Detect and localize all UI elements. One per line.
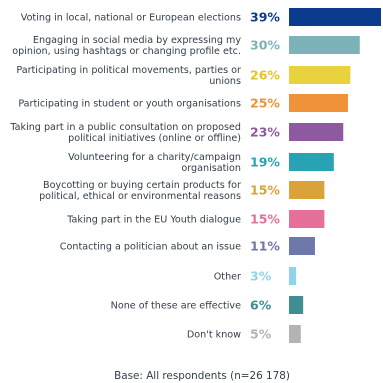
value-label: 39% xyxy=(250,10,280,25)
category-label-line: Taking part in the EU Youth dialogue xyxy=(66,215,241,226)
category-label: None of these are effective xyxy=(111,301,241,312)
value-label: 30% xyxy=(250,38,280,53)
category-label: Voting in local, national or European el… xyxy=(21,13,241,24)
chart-rows: Voting in local, national or European el… xyxy=(9,8,381,343)
category-label: Contacting a politician about an issue xyxy=(60,242,241,253)
value-label: 23% xyxy=(250,125,280,140)
bar xyxy=(289,153,334,171)
value-label: 26% xyxy=(250,68,280,83)
bar xyxy=(289,267,297,285)
bar xyxy=(289,296,304,314)
bar xyxy=(289,210,325,228)
bar xyxy=(289,123,344,141)
category-label: Other xyxy=(214,272,241,283)
category-label-line: Contacting a politician about an issue xyxy=(60,242,241,253)
category-label-line: Volunteering for a charity/campaign xyxy=(68,152,241,163)
value-label: 15% xyxy=(250,183,280,198)
base-footnote: Base: All respondents (n=26 178) xyxy=(114,370,290,382)
category-label: Boycotting or buying certain products fo… xyxy=(39,180,241,202)
bar xyxy=(289,36,360,54)
bar xyxy=(289,325,301,343)
category-label-line: Boycotting or buying certain products fo… xyxy=(43,180,241,191)
category-label: Engaging in social media by expressing m… xyxy=(12,35,241,57)
category-label-line: political, ethical or environmental reas… xyxy=(39,191,241,202)
category-label: Don't know xyxy=(187,330,241,341)
category-label-line: organisation xyxy=(181,163,241,174)
category-label: Participating in political movements, pa… xyxy=(16,65,241,87)
category-label-line: Other xyxy=(214,272,241,283)
value-label: 6% xyxy=(250,298,272,313)
category-label: Taking part in the EU Youth dialogue xyxy=(66,215,241,226)
value-label: 3% xyxy=(250,269,272,284)
bar xyxy=(289,237,315,255)
category-label: Participating in student or youth organi… xyxy=(18,99,241,110)
category-label-line: opinion, using hashtags or changing prof… xyxy=(12,46,241,57)
category-label: Volunteering for a charity/campaign organ… xyxy=(68,152,241,174)
category-label: Taking part in a public consultation on … xyxy=(9,122,241,144)
bar xyxy=(289,66,351,84)
value-label: 11% xyxy=(250,239,280,254)
bar xyxy=(289,94,348,112)
category-label-line: unions xyxy=(209,76,241,87)
category-label-line: Participating in student or youth organi… xyxy=(18,99,241,110)
category-label-line: Participating in political movements, pa… xyxy=(16,65,241,76)
category-label-line: Engaging in social media by expressing m… xyxy=(33,35,241,46)
category-label-line: political initiatives (online or offline… xyxy=(68,133,241,144)
category-label-line: Don't know xyxy=(187,330,241,341)
value-label: 25% xyxy=(250,96,280,111)
category-label-line: Taking part in a public consultation on … xyxy=(9,122,241,133)
bar xyxy=(289,181,325,199)
value-label: 19% xyxy=(250,155,280,170)
bar xyxy=(289,8,381,26)
category-label-line: Voting in local, national or European el… xyxy=(21,13,241,24)
value-label: 5% xyxy=(250,327,272,342)
category-label-line: None of these are effective xyxy=(111,301,241,312)
value-label: 15% xyxy=(250,212,280,227)
